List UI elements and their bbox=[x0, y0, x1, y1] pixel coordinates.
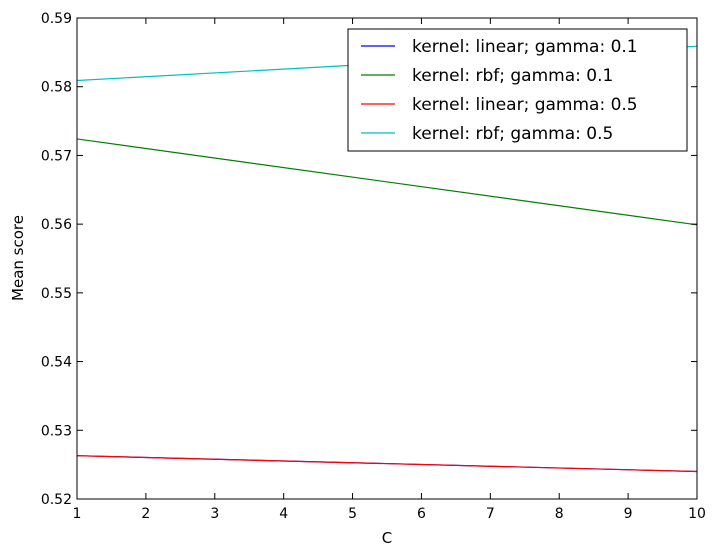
x-tick-label: 4 bbox=[279, 506, 288, 522]
legend: kernel: linear; gamma: 0.1 kernel: rbf; g… bbox=[347, 28, 688, 152]
y-tick-label: 0.54 bbox=[41, 355, 72, 371]
x-tick-label: 1 bbox=[73, 506, 82, 522]
legend-box bbox=[347, 28, 688, 152]
legend-label: kernel: linear; gamma: 0.1 bbox=[412, 37, 638, 57]
y-axis-label: Mean score bbox=[9, 215, 27, 301]
y-tick-label: 0.52 bbox=[41, 492, 72, 508]
x-tick-label: 9 bbox=[624, 506, 633, 522]
ticks-layer: 1 2 3 4 5 6 7 8 9 10 0.52 0.53 0.54 0.55 0.56 0.57 0.58 0… bbox=[41, 11, 706, 522]
x-tick-label: 8 bbox=[555, 506, 564, 522]
x-tick-label: 10 bbox=[688, 506, 706, 522]
legend-label: kernel: rbf; gamma: 0.1 bbox=[412, 66, 613, 86]
y-tick-label: 0.56 bbox=[41, 217, 72, 233]
series-line bbox=[77, 138, 697, 226]
plot-frame bbox=[76, 17, 698, 500]
x-tick-label: 7 bbox=[486, 506, 495, 522]
series-line bbox=[77, 455, 697, 473]
x-tick-label: 5 bbox=[348, 506, 357, 522]
x-axis-label: C bbox=[382, 529, 392, 547]
x-tick-label: 6 bbox=[417, 506, 426, 522]
y-tick-label: 0.57 bbox=[41, 148, 72, 164]
y-tick-label: 0.59 bbox=[41, 11, 72, 27]
y-tick-label: 0.58 bbox=[41, 80, 72, 96]
legend-label: kernel: rbf; gamma: 0.5 bbox=[412, 124, 613, 144]
y-tick-label: 0.53 bbox=[41, 423, 72, 439]
x-tick-label: 2 bbox=[141, 506, 150, 522]
y-tick-label: 0.55 bbox=[41, 286, 72, 302]
legend-label: kernel: linear; gamma: 0.5 bbox=[412, 95, 638, 115]
x-tick-label: 3 bbox=[210, 506, 219, 522]
